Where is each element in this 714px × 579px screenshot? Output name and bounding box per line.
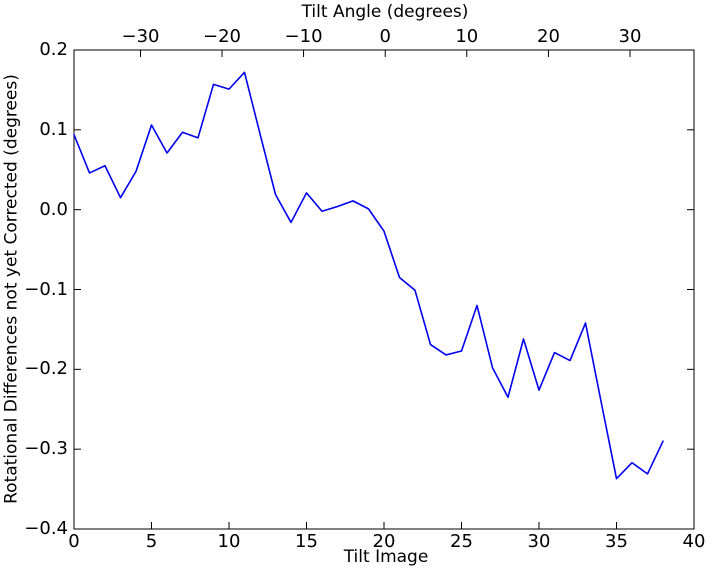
top-axis-label: Tilt Angle (degrees) [301,2,469,22]
y-tick-label: −0.3 [24,438,68,460]
x-tick-label: 20 [372,531,396,552]
x-tick-label: 40 [682,531,706,552]
y-tick-label: 0.2 [39,39,68,60]
x-tick-label: 15 [295,531,318,552]
top-tick-label: 0 [379,26,391,47]
y-tick-label: 0.1 [39,118,68,140]
x-tick-label: 25 [450,531,473,552]
y-tick-label: −0.1 [24,278,68,300]
x-tick-label: 10 [217,531,241,552]
data-line [73,71,664,480]
top-tick-label: −10 [284,26,323,47]
x-tick-label: 5 [145,531,158,552]
x-tick-label: 0 [68,531,80,552]
y-axis-label: Rotational Differences not yet Corrected… [1,74,22,504]
y-tick-label: −0.2 [24,358,68,380]
top-tick-label: −20 [203,26,242,47]
x-tick-label: 30 [527,531,551,552]
top-tick-label: −30 [121,26,160,47]
x-axis-label: Tilt Image [343,547,429,567]
top-tick-label: 30 [618,26,642,47]
top-tick-label: 20 [537,26,560,47]
x-tick-label: 35 [605,531,628,552]
y-tick-label: 0.0 [39,198,68,220]
y-tick-label: −0.4 [24,518,68,539]
top-tick-label: 10 [455,26,479,47]
plot-frame [73,49,695,530]
